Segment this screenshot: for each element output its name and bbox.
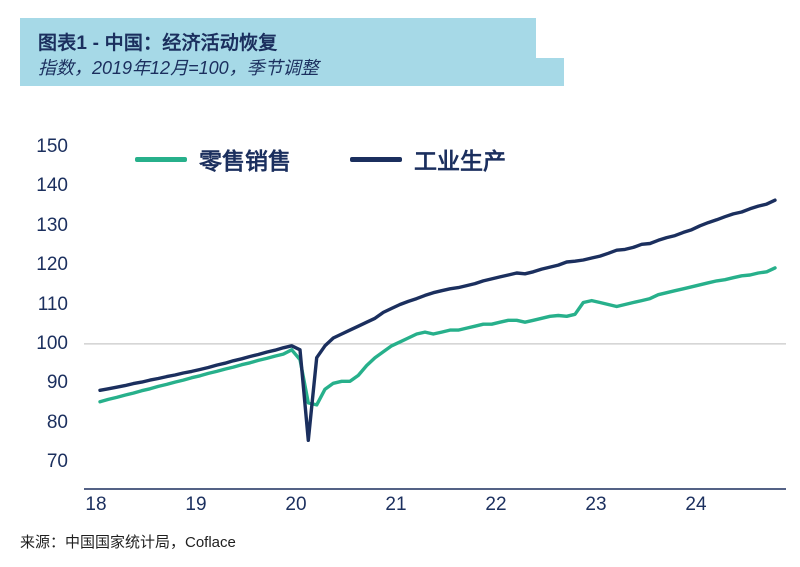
source-note: 来源：中国国家统计局，Coflace [20, 534, 236, 551]
y-tick-label-90: 90 [46, 372, 68, 394]
y-tick-label-140: 140 [36, 175, 68, 197]
y-tick-label-150: 150 [36, 136, 68, 157]
retail-sales-swatch [135, 156, 187, 162]
x-tick-label-21: 21 [385, 494, 407, 515]
y-tick-label-70: 70 [46, 451, 68, 472]
industrial-production-swatch [350, 156, 402, 162]
legend-item-retail-sales: 零售销售 [135, 142, 291, 176]
chart-subtitle: 指数，2019年12月=100，季节调整 [38, 58, 319, 78]
y-tick-label-130: 130 [36, 214, 68, 236]
x-tick-label-18: 18 [85, 494, 107, 515]
x-tick-label-24: 24 [685, 494, 707, 515]
chart-title: 图表1 - 中国：经济活动恢复 [38, 33, 278, 54]
x-tick-label-22: 22 [485, 494, 507, 515]
y-tick-label-80: 80 [46, 411, 68, 433]
retail-sales-label: 零售销售 [199, 148, 291, 174]
x-tick-label-20: 20 [285, 494, 307, 515]
x-tick-label-23: 23 [585, 494, 607, 515]
industrial-production-label: 工业生产 [414, 148, 506, 174]
y-tick-label-120: 120 [36, 254, 68, 276]
y-tick-label-100: 100 [36, 332, 68, 354]
header-banner-step [536, 58, 564, 86]
header-banner [20, 18, 536, 86]
x-tick-label-19: 19 [185, 494, 207, 515]
legend-item-industrial-production: 工业生产 [350, 142, 506, 176]
series-line-industrial-production [98, 198, 777, 442]
series-line-retail-sales [98, 266, 777, 407]
y-tick-label-110: 110 [37, 293, 68, 315]
